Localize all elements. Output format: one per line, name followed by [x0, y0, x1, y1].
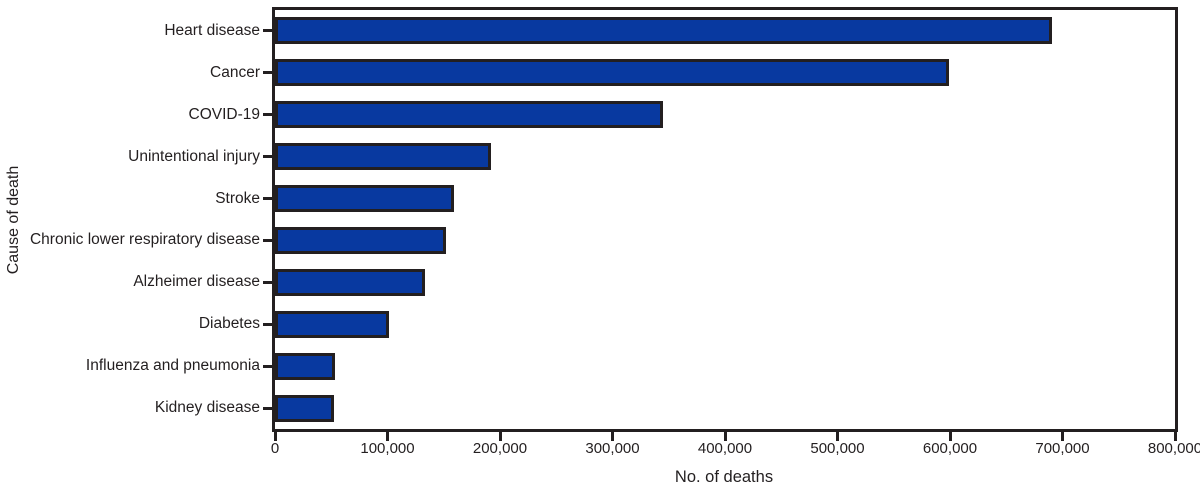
y-tick-heart-disease [263, 29, 273, 33]
y-tick-diabetes [263, 322, 273, 326]
x-tick-600000 [948, 432, 952, 441]
bar-diabetes [275, 310, 389, 338]
x-tick-label-400000: 400,000 [697, 440, 753, 457]
x-tick-100000 [386, 432, 389, 441]
x-tick-300000 [611, 432, 614, 441]
x-tick-label-300000: 300,000 [585, 440, 640, 457]
x-tick-0 [273, 432, 277, 441]
y-tick-cancer [263, 71, 273, 75]
bar-chronic-lower-respiratory-disease [275, 226, 446, 254]
bar-covid-19 [275, 101, 663, 129]
x-tick-label-100000: 100,000 [360, 440, 415, 457]
category-label-chronic-lower-respiratory-disease: Chronic lower respiratory disease [29, 231, 260, 249]
y-axis-title: Cause of death [5, 165, 22, 275]
x-tick-400000 [723, 432, 727, 441]
x-tick-label-0: 0 [270, 440, 280, 457]
x-tick-label-500000: 500,000 [810, 440, 865, 457]
x-axis-title: No. of deaths [674, 468, 774, 486]
y-tick-alzheimer-disease [263, 280, 273, 284]
category-label-alzheimer-disease: Alzheimer disease [133, 273, 260, 291]
bar-cancer [275, 59, 949, 87]
category-label-heart-disease: Heart disease [164, 21, 260, 39]
y-tick-covid-19 [263, 113, 273, 117]
x-tick-label-800000: 800,000 [1147, 440, 1200, 457]
y-tick-unintentional-injury [263, 155, 273, 159]
bar-kidney-disease [275, 394, 334, 422]
x-tick-500000 [836, 432, 839, 441]
x-tick-label-700000: 700,000 [1035, 440, 1090, 457]
category-label-diabetes: Diabetes [198, 315, 260, 333]
category-label-covid-19: COVID-19 [188, 105, 261, 123]
x-tick-700000 [1061, 432, 1064, 441]
bar-influenza-and-pneumonia [275, 352, 335, 380]
x-tick-800000 [1173, 432, 1177, 441]
category-label-cancer: Cancer [210, 63, 260, 81]
x-tick-200000 [498, 432, 502, 441]
category-label-influenza-and-pneumonia: Influenza and pneumonia [85, 357, 260, 375]
y-tick-kidney-disease [263, 406, 273, 410]
category-label-stroke: Stroke [215, 189, 260, 207]
category-label-unintentional-injury: Unintentional injury [128, 147, 260, 165]
y-tick-influenza-and-pneumonia [263, 364, 273, 368]
x-tick-label-600000: 600,000 [922, 440, 978, 457]
x-tick-label-200000: 200,000 [472, 440, 528, 457]
bar-unintentional-injury [275, 143, 491, 171]
plot-area [272, 7, 1178, 432]
bar-heart-disease [275, 17, 1052, 45]
y-tick-chronic-lower-respiratory-disease [263, 238, 273, 242]
y-tick-stroke [263, 197, 273, 201]
bar-alzheimer-disease [275, 268, 425, 296]
category-label-kidney-disease: Kidney disease [154, 399, 260, 417]
bar-stroke [275, 185, 454, 213]
